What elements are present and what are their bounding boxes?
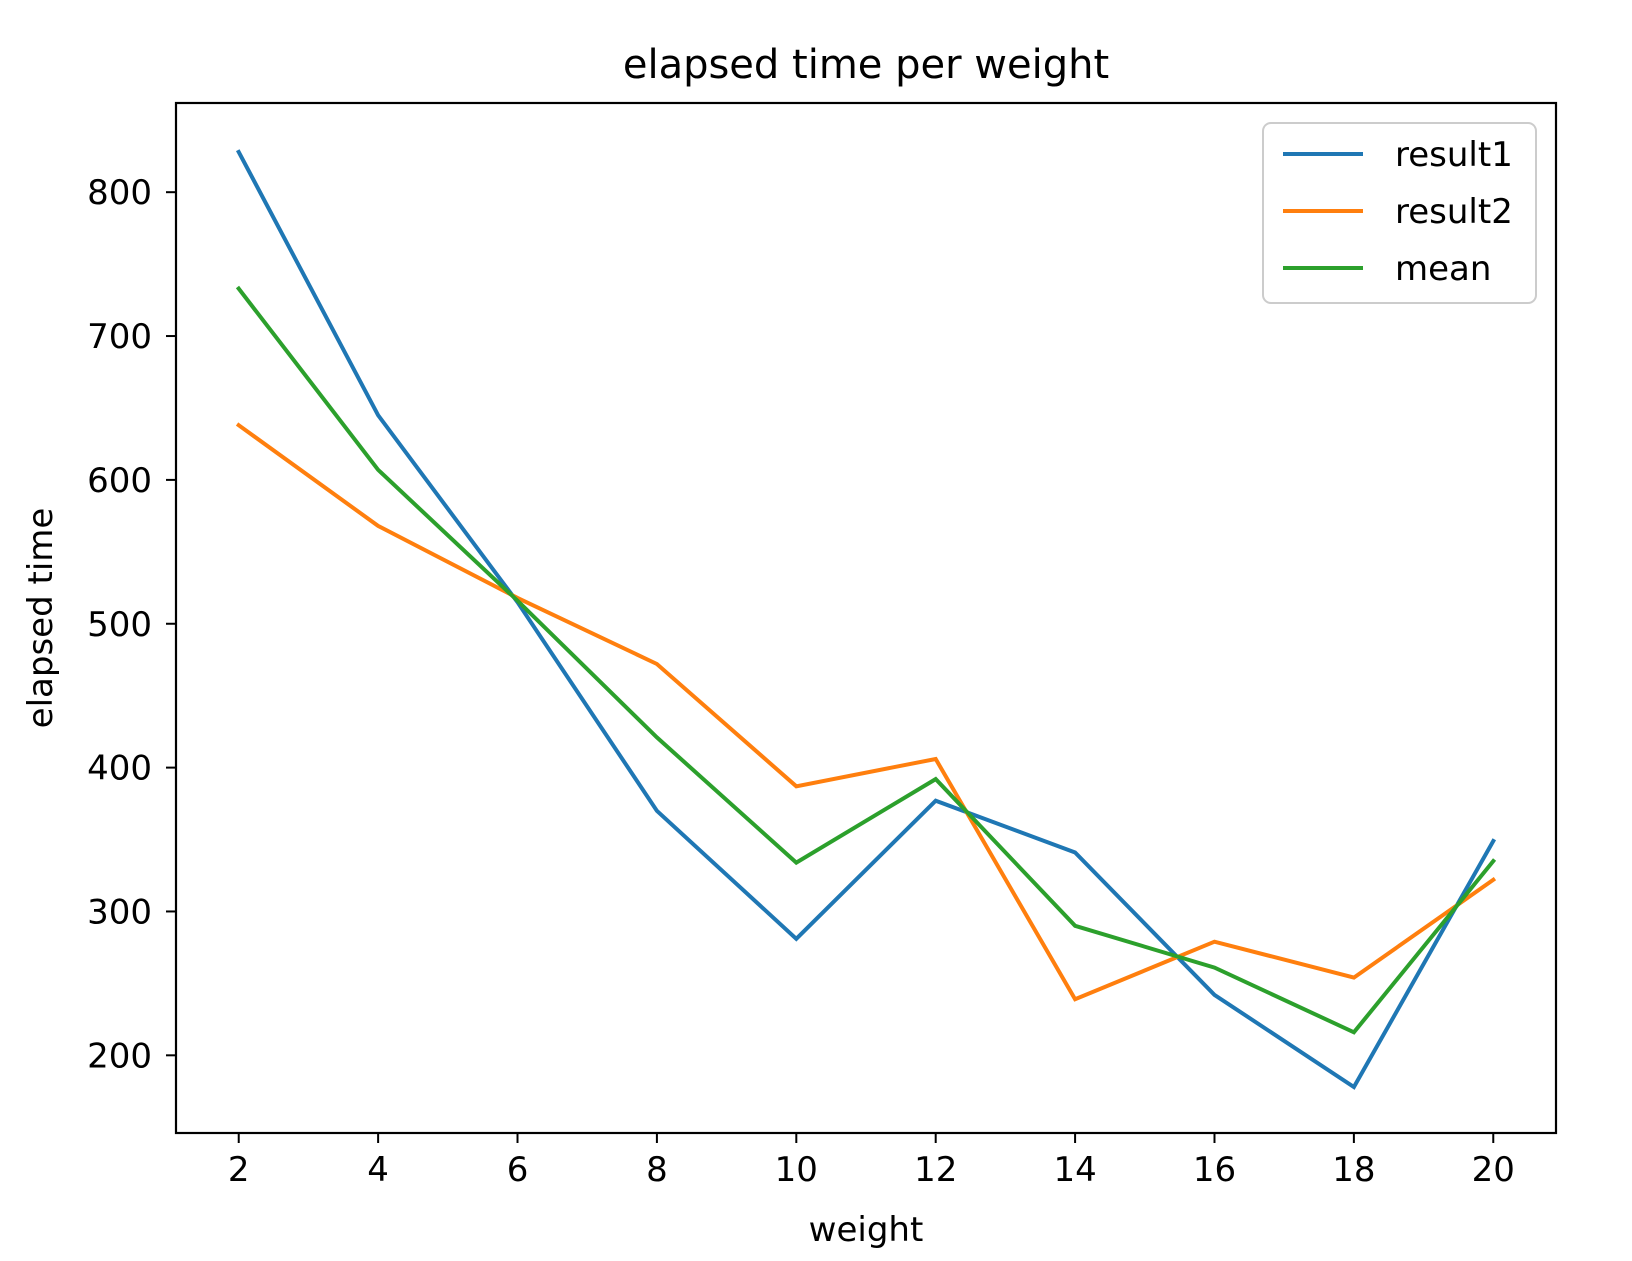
y-tick-label: 800 [87, 173, 152, 213]
y-axis-ticks: 200 300 400 500 600 700 800 [87, 173, 176, 1076]
y-tick-label: 500 [87, 605, 152, 645]
x-tick-label: 6 [507, 1150, 529, 1190]
legend-label-result1: result1 [1395, 135, 1513, 175]
y-tick-label: 600 [87, 461, 152, 501]
x-tick-label: 14 [1053, 1150, 1096, 1190]
plot-frame [174, 101, 1558, 1135]
x-tick-label: 12 [914, 1150, 957, 1190]
series-line-result2 [235, 422, 1497, 1002]
y-tick-label: 300 [87, 892, 152, 932]
legend-items: result1 result2 mean [1283, 135, 1513, 289]
legend-box [1262, 122, 1537, 304]
y-tick-label: 200 [87, 1036, 152, 1076]
x-axis-label: weight [809, 1210, 924, 1250]
series-line-result1 [235, 149, 1497, 1090]
legend-label-mean: mean [1395, 249, 1491, 289]
series-lines [235, 149, 1497, 1090]
x-tick-label: 2 [228, 1150, 250, 1190]
x-tick-label: 16 [1193, 1150, 1236, 1190]
y-axis-label: elapsed time [21, 508, 61, 729]
legend: result1 result2 mean [1262, 122, 1537, 304]
chart-title: elapsed time per weight [623, 42, 1109, 88]
y-tick-label: 700 [87, 317, 152, 357]
x-tick-label: 8 [646, 1150, 668, 1190]
x-axis-ticks: 2 4 6 8 10 12 14 16 18 20 [228, 1133, 1515, 1190]
y-tick-label: 400 [87, 749, 152, 789]
series-line-mean [235, 285, 1497, 1035]
legend-label-result2: result2 [1395, 192, 1513, 232]
x-tick-label: 18 [1332, 1150, 1375, 1190]
x-tick-label: 20 [1472, 1150, 1515, 1190]
x-tick-label: 10 [775, 1150, 818, 1190]
x-tick-label: 4 [367, 1150, 389, 1190]
